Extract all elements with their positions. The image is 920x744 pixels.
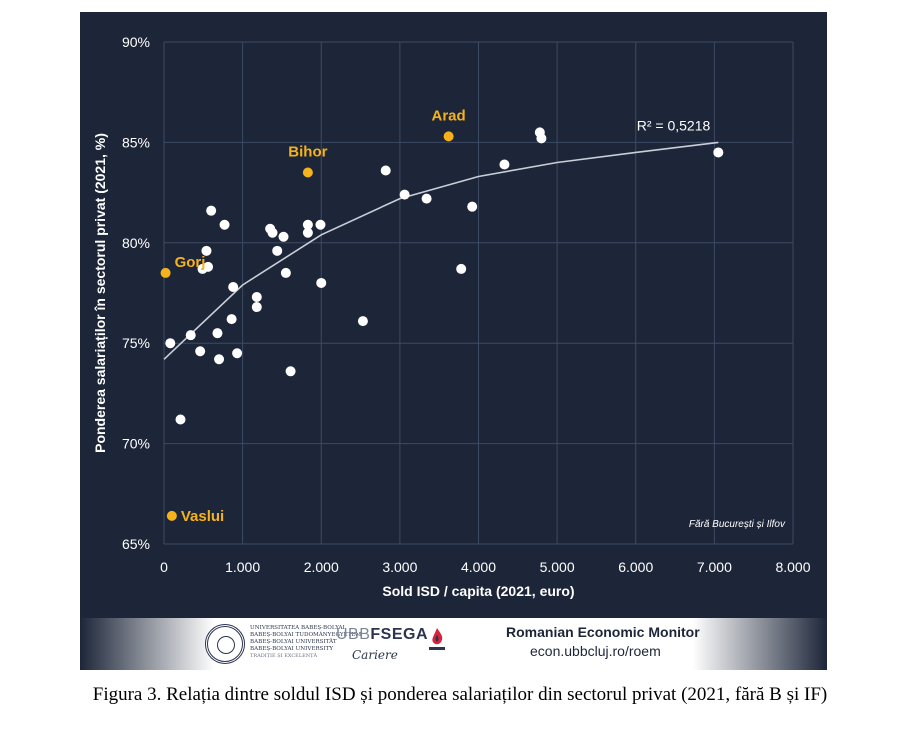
highlighted-point (302, 167, 313, 178)
x-tick-label: 3.000 (382, 559, 417, 575)
monitor-title: Romanian Economic Monitor (506, 624, 700, 640)
data-point (713, 147, 724, 158)
highlighted-point-label: Gorj (175, 254, 206, 271)
data-point (195, 346, 206, 357)
fsega-logo: UBBFSEGA (336, 626, 428, 644)
trendline (163, 141, 719, 360)
fsega-prefix: UBB (336, 626, 371, 643)
y-tick-label: 85% (122, 134, 150, 150)
data-point (399, 189, 410, 200)
data-point (226, 314, 237, 325)
data-point (467, 201, 478, 212)
data-point (251, 292, 262, 303)
r-squared-label: R² = 0,5218 (637, 117, 711, 133)
data-point (175, 414, 186, 425)
ubb-name-en: BABEȘ-BOLYAI UNIVERSITY (250, 646, 334, 652)
data-point (278, 231, 289, 242)
x-tick-label: 2.000 (304, 559, 339, 575)
data-point (421, 193, 432, 204)
data-point (499, 159, 510, 170)
highlighted-point-label: Bihor (288, 144, 327, 161)
data-point (219, 219, 230, 230)
data-point (197, 263, 208, 274)
data-point (316, 277, 327, 288)
chart-note: Fără București și Ilfov (689, 519, 786, 530)
highlighted-point-label: Vaslui (181, 508, 224, 525)
data-point (302, 219, 313, 230)
y-axis-label: Ponderea salariaților în sectorul privat… (92, 133, 108, 453)
highlighted-point (160, 267, 171, 278)
ubb-motto: TRADIȚIE ȘI EXCELENȚĂ (250, 653, 318, 659)
data-point (267, 227, 278, 238)
x-axis-label: Sold ISD / capita (2021, euro) (382, 583, 574, 599)
data-point (232, 348, 243, 359)
data-point (456, 263, 467, 274)
x-tick-label: 6.000 (618, 559, 653, 575)
footer-logo-band: UNIVERSITATEA BABEȘ-BOLYAI BABEȘ-BOLYAI … (80, 618, 827, 670)
figure-caption: Figura 3. Relația dintre soldul ISD și p… (92, 684, 828, 705)
x-tick-label: 8.000 (775, 559, 810, 575)
ubb-name-hu: BABEȘ-BOLYAI TUDOMÁNYEGYETEM (250, 632, 362, 638)
x-tick-label: 7.000 (697, 559, 732, 575)
fsega-name: FSEGA (370, 626, 429, 643)
data-point (285, 366, 296, 377)
highlighted-point (443, 131, 454, 142)
data-point (380, 165, 391, 176)
data-point (165, 338, 176, 349)
y-tick-label: 80% (122, 235, 150, 251)
data-point (206, 205, 217, 216)
fsega-signature: Cariere (352, 648, 398, 662)
data-point (212, 328, 223, 339)
ubb-seal-logo (205, 624, 245, 664)
data-point (357, 316, 368, 327)
x-tick-label: 0 (160, 559, 168, 575)
y-tick-label: 75% (122, 335, 150, 351)
scatter-chart: 65% 70% 75% 80% 85% 90% 0 1.000 2.000 3.000 4.000 5… (92, 34, 811, 599)
monitor-url[interactable]: econ.ubbcluj.ro/roem (530, 643, 661, 659)
x-tick-label: 5.000 (540, 559, 575, 575)
x-tick-label: 4.000 (461, 559, 496, 575)
highlighted-point (166, 510, 177, 521)
data-point (228, 281, 239, 292)
highlighted-point-label: Arad (432, 107, 466, 124)
y-tick-label: 90% (122, 34, 150, 50)
chart-panel (80, 12, 827, 618)
data-point (302, 227, 313, 238)
data-point (280, 267, 291, 278)
data-point (536, 133, 547, 144)
data-point (272, 245, 283, 256)
ubb-university-names: UNIVERSITATEA BABEȘ-BOLYAI BABEȘ-BOLYAI … (250, 625, 361, 660)
ubb-name-de: BABEȘ-BOLYAI UNIVERSITÄT (250, 639, 337, 645)
data-point (201, 245, 212, 256)
x-tick-label: 1.000 (225, 559, 260, 575)
fsega-flame-icon (429, 628, 445, 650)
y-tick-label: 70% (122, 436, 150, 452)
ubb-name-ro: UNIVERSITATEA BABEȘ-BOLYAI (250, 625, 345, 631)
data-point (315, 219, 326, 230)
data-point (185, 330, 196, 341)
y-tick-label: 65% (122, 536, 150, 552)
data-point (251, 302, 262, 313)
data-point (214, 354, 225, 365)
